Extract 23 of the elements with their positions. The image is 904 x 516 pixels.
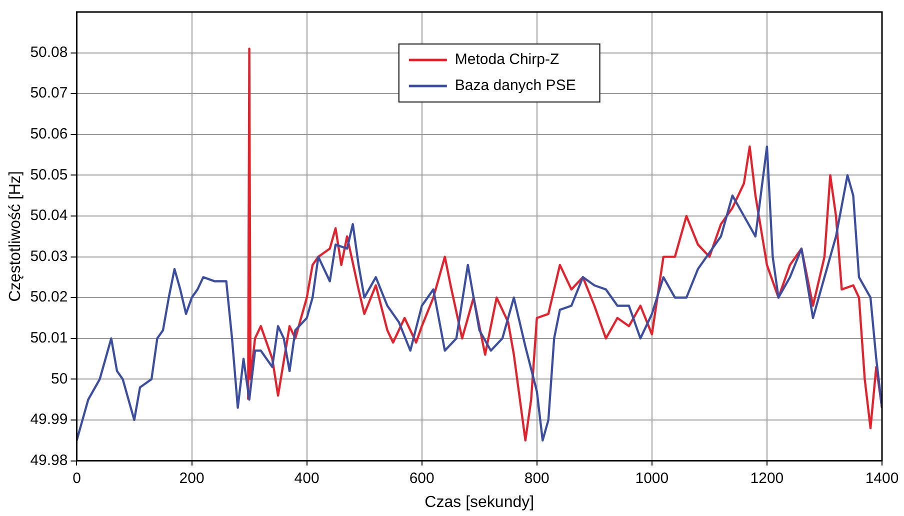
- y-tick-label: 50.08: [30, 44, 68, 61]
- legend-label: Baza danych PSE: [454, 77, 576, 94]
- x-tick-label: 400: [294, 470, 320, 487]
- y-tick-label: 49.98: [30, 452, 68, 469]
- x-tick-label: 1200: [750, 470, 784, 487]
- y-tick-label: 50.01: [30, 330, 68, 347]
- y-tick-label: 50.05: [30, 166, 68, 184]
- y-tick-label: 50.03: [30, 248, 68, 265]
- legend-label: Metoda Chirp-Z: [454, 51, 560, 68]
- x-tick-label: 1000: [635, 470, 669, 487]
- x-tick-label: 200: [179, 470, 204, 487]
- x-tick-label: 600: [409, 470, 434, 487]
- y-tick-label: 50.02: [30, 288, 68, 306]
- x-tick-label: 800: [524, 470, 550, 487]
- y-axis-title: Częstotliwość [Hz]: [7, 171, 24, 302]
- y-tick-label: 50.07: [30, 84, 68, 102]
- y-tick-label: 49.99: [30, 411, 68, 428]
- x-tick-label: 0: [72, 470, 81, 487]
- x-tick-label: 1400: [865, 470, 899, 487]
- y-tick-label: 50.04: [30, 207, 68, 224]
- y-tick-label: 50.06: [30, 126, 68, 143]
- x-axis-title: Czas [sekundy]: [424, 494, 534, 511]
- y-tick-label: 50: [51, 370, 68, 388]
